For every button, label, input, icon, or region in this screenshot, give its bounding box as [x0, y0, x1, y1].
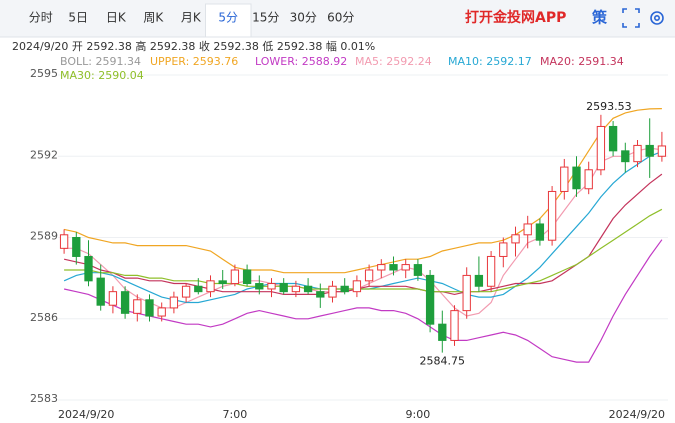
- candle-body: [340, 285, 349, 293]
- candle-body: [389, 264, 398, 271]
- candle-body: [401, 264, 410, 271]
- candle-body: [450, 310, 459, 341]
- candle-body: [633, 144, 642, 163]
- tab[interactable]: 30分: [290, 11, 317, 25]
- tab[interactable]: 60分: [327, 11, 354, 25]
- tab-bar: 分时 5日 日K 周K 月K 5分 15分 30分 60分: [29, 3, 354, 38]
- candle-body: [438, 323, 447, 341]
- candle-body: [218, 280, 227, 285]
- candle-body: [413, 264, 423, 276]
- price-annotation: 2584.75: [420, 355, 466, 368]
- indicator-line: [63, 239, 663, 363]
- candle-body: [364, 269, 374, 282]
- fullscreen-icon[interactable]: [622, 8, 640, 28]
- candle-body: [560, 166, 569, 192]
- y-tick-label: 2586: [30, 311, 58, 324]
- candle-body: [242, 269, 252, 285]
- x-tick-label: 2024/9/20: [58, 408, 114, 421]
- candle-body: [96, 277, 105, 306]
- candle-body: [523, 223, 532, 236]
- candle-body: [72, 237, 81, 257]
- strategy-button[interactable]: 策: [591, 9, 608, 27]
- candle-body: [621, 150, 630, 163]
- legend-entry: MA5: 2592.24: [355, 55, 432, 68]
- x-tick-label: 7:00: [223, 408, 248, 421]
- candle-body: [511, 234, 520, 244]
- candle-body: [486, 255, 496, 287]
- indicator-line: [64, 208, 663, 293]
- settings-icon[interactable]: [650, 11, 664, 25]
- candle-body: [181, 285, 191, 298]
- y-tick-label: 2589: [30, 230, 58, 243]
- candle-body: [267, 283, 276, 290]
- toolbar: [0, 0, 675, 37]
- candle-body: [352, 280, 362, 293]
- candle-body: [120, 291, 130, 314]
- candle-body: [584, 169, 593, 190]
- candle-body: [194, 285, 203, 293]
- candle-body: [645, 144, 654, 157]
- tab[interactable]: 5日: [68, 11, 88, 25]
- candle-body: [596, 125, 606, 171]
- candle-body: [425, 274, 435, 325]
- candle-body: [206, 280, 215, 293]
- candle-body: [169, 296, 179, 309]
- brand-link[interactable]: 打开金投网APP: [465, 9, 566, 26]
- candle-body: [133, 299, 142, 314]
- candle-body: [657, 145, 667, 157]
- tab[interactable]: 月K: [181, 11, 202, 25]
- legend-entry: UPPER: 2593.76: [150, 55, 238, 68]
- candle-body: [535, 223, 545, 241]
- tab[interactable]: 5分: [218, 11, 238, 25]
- candle-body: [255, 283, 264, 290]
- candle-body: [59, 234, 69, 249]
- y-tick-label: 2595: [30, 67, 58, 80]
- tab[interactable]: 周K: [143, 11, 164, 25]
- tab[interactable]: 分时: [29, 11, 53, 25]
- legend-entry: MA20: 2591.34: [540, 55, 624, 68]
- tab[interactable]: 15分: [252, 11, 279, 25]
- x-tick-label: 2024/9/20: [609, 408, 665, 421]
- price-annotation: 2593.53: [586, 100, 632, 113]
- candle-body: [608, 125, 618, 152]
- indicator-line: [63, 173, 663, 296]
- candle-body: [108, 291, 118, 306]
- candle-body: [303, 285, 313, 293]
- candle-body: [230, 269, 240, 285]
- candle-body: [291, 285, 301, 293]
- candle-body: [84, 255, 93, 282]
- plot: 2583 2586 2589 2592 2595 2024/9/20 7:00 9:00 202…: [30, 67, 668, 421]
- candle-body: [157, 307, 166, 317]
- candle-body: [328, 285, 337, 298]
- y-tick-label: 2583: [30, 392, 58, 405]
- indicator-line: [63, 151, 663, 304]
- candle-body: [547, 190, 557, 241]
- candle-body: [462, 274, 471, 312]
- candle-body: [377, 264, 386, 271]
- active-tab: [205, 3, 252, 38]
- candle-body: [572, 166, 581, 190]
- y-tick-label: 2592: [30, 148, 58, 161]
- indicator-line: [63, 108, 662, 274]
- candle-body: [474, 274, 484, 287]
- x-tick-label: 9:00: [406, 408, 431, 421]
- info-line: 2024/9/20 开 2592.38 高 2592.38 收 2592.38 …: [12, 39, 375, 53]
- candle-body: [145, 299, 154, 317]
- tab[interactable]: 日K: [106, 11, 127, 25]
- candle-body: [279, 283, 288, 293]
- legend-entry: LOWER: 2588.92: [255, 55, 347, 68]
- candle-body: [316, 291, 325, 298]
- legend-entry: MA30: 2590.04: [60, 69, 144, 82]
- boll-label: BOLL: 2591.34: [60, 55, 141, 68]
- candle-body: [499, 242, 508, 257]
- legend-entry: MA10: 2592.17: [448, 55, 532, 68]
